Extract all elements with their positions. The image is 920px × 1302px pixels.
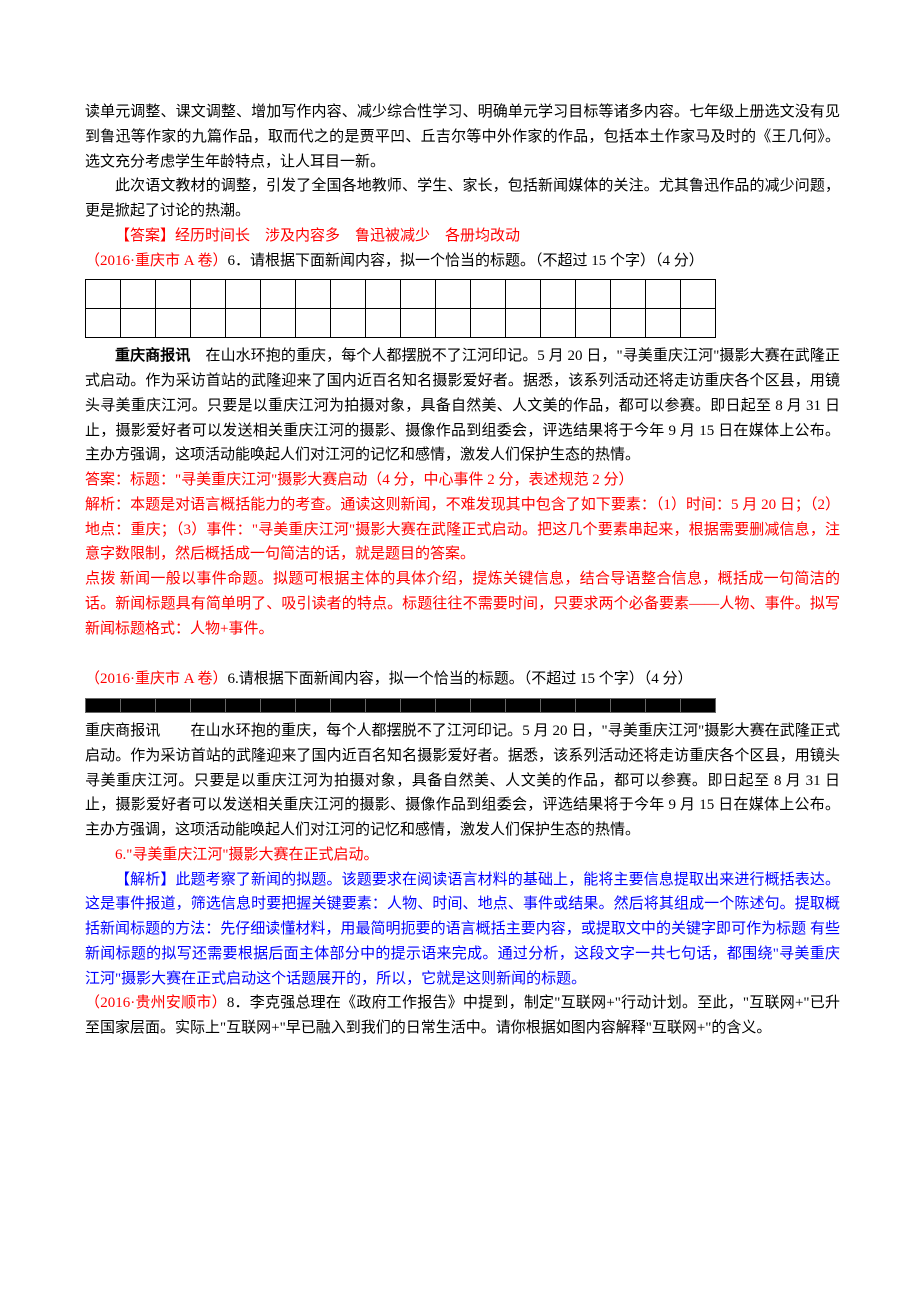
spacer <box>85 641 840 667</box>
analysis-label: 【解析】 <box>115 872 175 888</box>
answer-grid-2 <box>85 698 716 713</box>
paragraph-1: 读单元调整、课文调整、增加写作内容、减少综合性学习、明确单元学习目标等诸多内容。… <box>85 100 840 174</box>
source-1: （2016·重庆市 A 卷） <box>85 253 228 269</box>
table-row <box>86 309 716 338</box>
source-2: （2016·重庆市 A 卷） <box>85 671 228 687</box>
news-label-2: 重庆商报讯 <box>85 723 160 739</box>
answer-grid-1 <box>85 279 716 338</box>
question-2: （2016·重庆市 A 卷）6.请根据下面新闻内容，拟一个恰当的标题。（不超过 … <box>85 667 840 692</box>
news-body-2: 在山水环抱的重庆，每个人都摆脱不了江河印记。5 月 20 日，"寻美重庆江河"摄… <box>85 723 840 838</box>
source-3: （2016·贵州安顺市） <box>85 995 227 1011</box>
analysis-body: 此题考察了新闻的拟题。该题要求在阅读语言材料的基础上，能将主要信息提取出来进行概… <box>85 872 840 987</box>
answer-2-analysis: 【解析】此题考察了新闻的拟题。该题要求在阅读语言材料的基础上，能将主要信息提取出… <box>85 868 840 992</box>
answer-2: 6."寻美重庆江河"摄影大赛在正式启动。 <box>85 843 840 868</box>
answer-text: 经历时间长 涉及内容多 鲁迅被减少 各册均改动 <box>175 228 520 244</box>
answer-label: 【答案】 <box>115 228 175 244</box>
question-1-text: 6．请根据下面新闻内容，拟一个恰当的标题。（不超过 15 个字）（4 分） <box>228 253 704 269</box>
answer-1-analysis: 解析：本题是对语言概括能力的考查。通读这则新闻，不难发现其中包含了如下要素：（1… <box>85 493 840 567</box>
question-1: （2016·重庆市 A 卷）6．请根据下面新闻内容，拟一个恰当的标题。（不超过 … <box>85 249 840 274</box>
answer-line-1: 【答案】经历时间长 涉及内容多 鲁迅被减少 各册均改动 <box>85 224 840 249</box>
question-2-text: 6.请根据下面新闻内容，拟一个恰当的标题。（不超过 15 个字）（4 分） <box>228 671 693 687</box>
paragraph-2: 此次语文教材的调整，引发了全国各地教师、学生、家长，包括新闻媒体的关注。尤其鲁迅… <box>85 174 840 224</box>
table-row <box>86 699 716 713</box>
answer-1-title: 答案：标题："寻美重庆江河"摄影大赛启动（4 分，中心事件 2 分，表述规范 2… <box>85 468 840 493</box>
news-label-1: 重庆商报讯 <box>115 348 190 364</box>
table-row <box>86 280 716 309</box>
news-content-1: 重庆商报讯 在山水环抱的重庆，每个人都摆脱不了江河印记。5 月 20 日，"寻美… <box>85 344 840 468</box>
answer-1-tip: 点拨 新闻一般以事件命题。拟题可根据主体的具体介绍，提炼关键信息，结合导语整合信… <box>85 567 840 641</box>
news-body-1: 在山水环抱的重庆，每个人都摆脱不了江河印记。5 月 20 日，"寻美重庆江河"摄… <box>85 348 840 463</box>
news-content-2: 重庆商报讯 在山水环抱的重庆，每个人都摆脱不了江河印记。5 月 20 日，"寻美… <box>85 719 840 843</box>
question-3: （2016·贵州安顺市）8．李克强总理在《政府工作报告》中提到，制定"互联网+"… <box>85 991 840 1041</box>
